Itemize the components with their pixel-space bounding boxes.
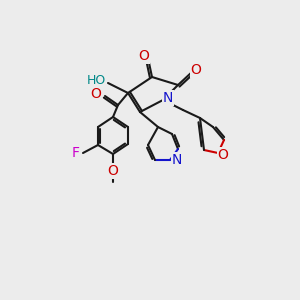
Text: O: O [218,148,228,162]
Text: N: N [163,91,173,105]
Text: O: O [190,63,201,77]
Text: O: O [139,49,149,63]
Text: O: O [108,164,118,178]
Text: HO: HO [87,74,106,88]
Text: F: F [72,146,80,160]
Text: N: N [172,153,182,167]
Text: O: O [90,87,101,101]
